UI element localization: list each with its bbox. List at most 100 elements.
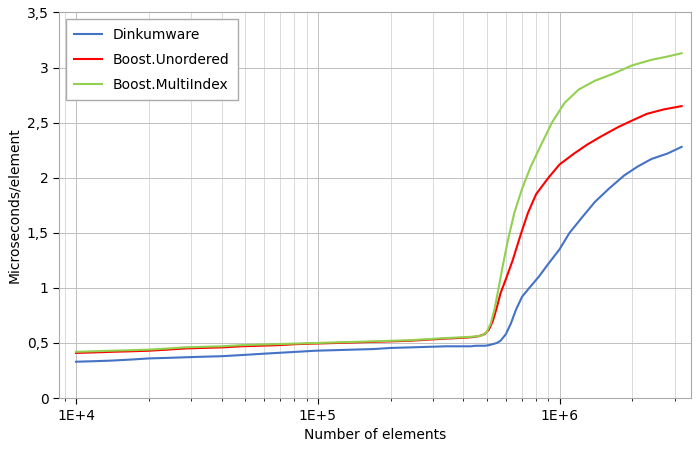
Boost.MultiIndex: [478, 333, 487, 338]
Boost.MultiIndex: [72, 349, 80, 355]
Dinkumware: [237, 352, 245, 358]
Boost.Unordered: [273, 343, 281, 348]
Boost.Unordered: [164, 347, 172, 352]
Boost.Unordered: [678, 103, 686, 109]
Boost.MultiIndex: [526, 164, 535, 169]
Dinkumware: [91, 358, 99, 364]
Dinkumware: [544, 261, 553, 266]
Boost.Unordered: [255, 343, 263, 348]
Boost.Unordered: [598, 133, 607, 139]
X-axis label: Number of elements: Number of elements: [304, 428, 446, 442]
Boost.MultiIndex: [217, 343, 225, 349]
Dinkumware: [604, 186, 613, 191]
Boost.MultiIndex: [574, 87, 583, 92]
Boost.MultiIndex: [255, 342, 263, 348]
Boost.Unordered: [614, 124, 623, 130]
Boost.MultiIndex: [454, 335, 462, 340]
Boost.MultiIndex: [292, 341, 301, 346]
Dinkumware: [476, 343, 484, 348]
Boost.Unordered: [180, 346, 188, 351]
Boost.MultiIndex: [197, 344, 205, 349]
Boost.Unordered: [197, 345, 205, 351]
Boost.Unordered: [311, 341, 320, 346]
Boost.Unordered: [454, 335, 462, 341]
Dinkumware: [164, 355, 172, 361]
Boost.MultiIndex: [628, 63, 637, 68]
Dinkumware: [424, 344, 432, 349]
Boost.MultiIndex: [180, 345, 188, 350]
Boost.MultiIndex: [406, 338, 414, 343]
Boost.Unordered: [424, 337, 432, 343]
Boost.MultiIndex: [473, 334, 481, 339]
Dinkumware: [442, 343, 450, 349]
Boost.Unordered: [489, 318, 497, 324]
Boost.Unordered: [331, 340, 339, 346]
Boost.MultiIndex: [487, 321, 495, 326]
Boost.Unordered: [660, 107, 668, 112]
Boost.MultiIndex: [548, 120, 556, 125]
Boost.MultiIndex: [647, 57, 655, 62]
Boost.MultiIndex: [442, 335, 450, 341]
Dinkumware: [496, 338, 505, 343]
Boost.Unordered: [628, 118, 637, 123]
Boost.MultiIndex: [491, 305, 499, 310]
Boost.Unordered: [524, 210, 532, 216]
Boost.MultiIndex: [494, 285, 503, 291]
Boost.Unordered: [583, 142, 591, 147]
Boost.MultiIndex: [164, 346, 172, 351]
Line: Boost.MultiIndex: Boost.MultiIndex: [76, 53, 682, 352]
Dinkumware: [480, 343, 489, 348]
Boost.MultiIndex: [498, 265, 507, 271]
Boost.MultiIndex: [237, 343, 245, 348]
Boost.MultiIndex: [663, 54, 671, 59]
Boost.MultiIndex: [386, 338, 394, 343]
Dinkumware: [502, 331, 510, 337]
Dinkumware: [525, 285, 533, 291]
Boost.MultiIndex: [331, 340, 339, 345]
Dinkumware: [489, 341, 497, 347]
Dinkumware: [535, 274, 543, 280]
Dinkumware: [217, 353, 225, 359]
Dinkumware: [591, 199, 599, 205]
Boost.Unordered: [484, 327, 493, 332]
Boost.Unordered: [144, 348, 153, 353]
Dinkumware: [311, 348, 320, 353]
Boost.MultiIndex: [464, 334, 473, 339]
Boost.Unordered: [217, 345, 225, 350]
Boost.Unordered: [72, 350, 80, 356]
Dinkumware: [255, 351, 263, 357]
Boost.Unordered: [493, 305, 501, 310]
Dinkumware: [386, 345, 394, 351]
Boost.Unordered: [292, 341, 301, 347]
Boost.MultiIndex: [510, 210, 519, 216]
Line: Dinkumware: Dinkumware: [76, 147, 682, 362]
Dinkumware: [128, 357, 136, 362]
Boost.Unordered: [474, 334, 482, 339]
Dinkumware: [507, 321, 515, 326]
Boost.MultiIndex: [91, 348, 99, 354]
Dinkumware: [565, 230, 574, 236]
Boost.Unordered: [91, 350, 99, 355]
Line: Boost.Unordered: Boost.Unordered: [76, 106, 682, 353]
Boost.Unordered: [643, 111, 651, 116]
Dinkumware: [406, 345, 414, 350]
Dinkumware: [107, 358, 115, 363]
Dinkumware: [678, 144, 686, 150]
Boost.MultiIndex: [350, 339, 358, 344]
Boost.Unordered: [532, 192, 540, 197]
Dinkumware: [180, 355, 188, 360]
Boost.MultiIndex: [144, 347, 153, 352]
Boost.MultiIndex: [482, 329, 491, 335]
Boost.Unordered: [128, 348, 136, 354]
Boost.Unordered: [480, 331, 489, 337]
Dinkumware: [471, 343, 480, 348]
Dinkumware: [556, 247, 564, 252]
Boost.Unordered: [496, 291, 505, 296]
Dinkumware: [144, 356, 153, 361]
Boost.MultiIndex: [560, 100, 569, 106]
Dinkumware: [72, 359, 80, 365]
Boost.MultiIndex: [128, 348, 136, 353]
Boost.MultiIndex: [107, 348, 115, 353]
Dinkumware: [493, 340, 501, 346]
Dinkumware: [647, 156, 655, 162]
